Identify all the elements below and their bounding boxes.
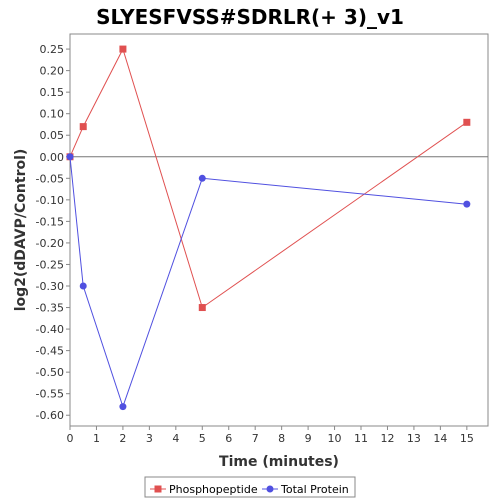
y-tick-label: 0.20 (40, 65, 65, 78)
y-tick-label: 0.15 (40, 86, 65, 99)
x-tick-label: 8 (278, 432, 285, 445)
y-tick-label: -0.40 (36, 323, 64, 336)
y-tick-label: -0.60 (36, 409, 64, 422)
x-tick-label: 11 (354, 432, 368, 445)
x-tick-label: 3 (146, 432, 153, 445)
y-tick-label: 0.00 (40, 151, 65, 164)
series-layer (66, 45, 471, 411)
x-tick-label: 0 (67, 432, 74, 445)
x-tick-label: 9 (305, 432, 312, 445)
y-tick-label: 0.05 (40, 129, 65, 142)
phosphopeptide-point (79, 123, 87, 131)
phosphopeptide-point (463, 118, 471, 126)
legend-box (144, 476, 356, 498)
y-tick-label: -0.15 (36, 215, 64, 228)
y-axis-label: log2(dDAVP/Control) (13, 149, 29, 312)
y-tick-label: -0.05 (36, 172, 64, 185)
y-tick-label: -0.20 (36, 237, 64, 250)
y-tick-label: -0.50 (36, 366, 64, 379)
chart-title: SLYESFVSS#SDRLR(+ 3)_v1 (96, 5, 404, 29)
total-protein-point (198, 174, 206, 182)
y-axis: 0.25 0.20 0.15 0.10 0.05 0.00 -0.05 -0.10 -0.15 -… (36, 43, 70, 422)
y-tick-label: -0.10 (36, 194, 64, 207)
x-tick-label: 14 (433, 432, 447, 445)
legend-total-protein-marker (266, 485, 274, 493)
phosphopeptide-point (119, 45, 127, 53)
phosphopeptide-point (198, 304, 206, 312)
x-tick-label: 15 (460, 432, 474, 445)
legend-phosphopeptide-label: Phosphopeptide (169, 483, 258, 496)
y-tick-label: -0.45 (36, 345, 64, 358)
y-tick-label: 0.10 (40, 108, 65, 121)
y-tick-label: -0.30 (36, 280, 64, 293)
x-axis-label: Time (minutes) (219, 454, 339, 470)
y-tick-label: -0.25 (36, 258, 64, 271)
plot-area (69, 33, 489, 427)
y-tick-label: -0.35 (36, 302, 64, 315)
legend-total-protein-label: Total Protein (280, 483, 349, 496)
x-tick-label: 10 (328, 432, 342, 445)
x-tick-label: 4 (172, 432, 179, 445)
legend-phosphopeptide-marker (154, 485, 162, 493)
total-protein-point (79, 282, 87, 290)
total-protein-point (66, 153, 74, 161)
total-protein-point (119, 403, 127, 411)
x-tick-label: 6 (225, 432, 232, 445)
y-tick-label: -0.55 (36, 388, 64, 401)
x-axis: 0 1 2 3 4 5 6 7 8 9 10 11 12 13 14 15 (67, 426, 474, 445)
x-tick-label: 5 (199, 432, 206, 445)
x-tick-label: 7 (252, 432, 259, 445)
x-tick-label: 1 (93, 432, 100, 445)
total-protein-point (463, 200, 471, 208)
x-tick-label: 2 (119, 432, 126, 445)
x-tick-label: 12 (380, 432, 394, 445)
legend: Phosphopeptide Total Protein (144, 476, 356, 498)
y-tick-label: 0.25 (40, 43, 65, 56)
x-tick-label: 13 (407, 432, 421, 445)
